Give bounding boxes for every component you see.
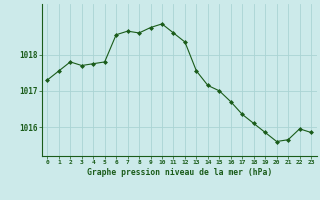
- X-axis label: Graphe pression niveau de la mer (hPa): Graphe pression niveau de la mer (hPa): [87, 168, 272, 177]
